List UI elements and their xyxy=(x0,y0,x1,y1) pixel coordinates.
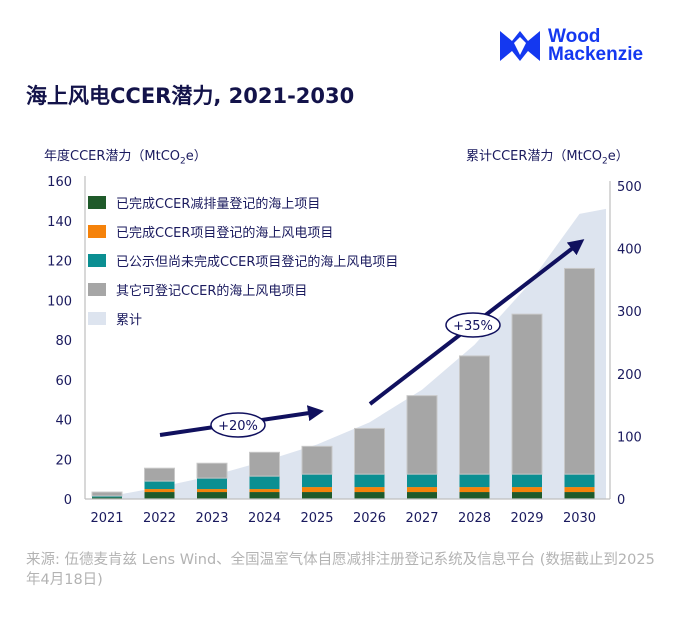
right-axis-title-prefix: 累计CCER潜力（MtCO xyxy=(466,149,603,164)
bar-segment xyxy=(91,491,123,497)
bar-segment xyxy=(144,489,175,493)
bar-segment xyxy=(197,478,227,490)
y2-tick-label: 100 xyxy=(617,430,642,445)
left-axis-title: 年度CCER潜力（MtCO2e） xyxy=(44,145,207,167)
bar-segment xyxy=(459,492,490,499)
x-tick-label: 2021 xyxy=(90,511,123,526)
bar-segment xyxy=(249,492,280,499)
y2-tick-label: 0 xyxy=(617,493,625,508)
legend-swatch xyxy=(88,225,106,238)
wood-mackenzie-logo: Wood Mackenzie xyxy=(500,26,644,65)
y-tick-label: 0 xyxy=(64,493,72,508)
bar-segment xyxy=(249,451,280,477)
bar-segment xyxy=(406,395,438,475)
legend-swatch xyxy=(88,254,106,267)
bar-segment xyxy=(354,427,385,475)
legend-label: 其它可登记CCER的海上风电项目 xyxy=(116,283,307,299)
bar-segment xyxy=(459,355,490,475)
y-tick-label: 80 xyxy=(55,334,72,349)
legend-swatch xyxy=(88,283,106,296)
logo-line1: Wood xyxy=(548,26,601,47)
right-axis-title-sub: 2 xyxy=(602,156,608,167)
bar-segment xyxy=(302,474,332,488)
bar-segment xyxy=(407,492,437,499)
x-tick-label: 2024 xyxy=(248,511,281,526)
bar-segment xyxy=(144,467,175,482)
y2-tick-label: 500 xyxy=(617,180,642,195)
x-tick-label: 2030 xyxy=(563,511,596,526)
chart-svg: 0 20 40 60 80 100 120 140 160 0 100 200 300 400 500 202… xyxy=(47,175,642,526)
y-tick-label: 60 xyxy=(55,374,72,389)
y-tick-label: 20 xyxy=(55,453,72,468)
legend-swatch xyxy=(88,196,106,209)
x-tick-label: 2025 xyxy=(300,511,333,526)
x-tick-label: 2028 xyxy=(458,511,491,526)
bar-segment xyxy=(92,497,122,499)
legend-swatch xyxy=(88,312,106,325)
bar-segment xyxy=(564,492,595,499)
legend-label: 已完成CCER减排量登记的海上项目 xyxy=(116,196,320,212)
bar-segment xyxy=(459,474,490,488)
y-tick-label: 120 xyxy=(47,255,72,270)
annotation-label: +35% xyxy=(453,319,493,334)
bar-segment xyxy=(512,492,542,499)
source-note: 来源: 伍德麦肯兹 Lens Wind、全国温室气体自愿减排注册登记系统及信息平… xyxy=(26,552,655,588)
bar-segment xyxy=(564,267,595,475)
x-tick-label: 2026 xyxy=(353,511,386,526)
bar-segment xyxy=(459,487,490,493)
y2-tick-label: 400 xyxy=(617,243,642,258)
annotation-bubble xyxy=(210,412,266,438)
legend-label: 累计 xyxy=(116,313,142,328)
annotation-bubble xyxy=(445,312,501,338)
logo-line2: Mackenzie xyxy=(548,44,644,65)
y2-tick-label: 300 xyxy=(617,305,642,320)
y-tick-label: 100 xyxy=(47,294,72,309)
bar-segment xyxy=(407,487,437,493)
x-tick-label: 2023 xyxy=(195,511,228,526)
chart-title: 海上风电CCER潜力, 2021-2030 xyxy=(26,84,355,108)
bar-segment xyxy=(511,313,543,475)
bar-segment xyxy=(564,487,595,493)
bar-segment xyxy=(302,487,332,493)
bar-segment xyxy=(92,496,122,498)
x-tick-label: 2022 xyxy=(143,511,176,526)
bar-segment xyxy=(512,474,542,488)
bar-segment xyxy=(302,492,332,499)
x-tick-label: 2029 xyxy=(510,511,543,526)
left-axis-title-sub: 2 xyxy=(180,156,186,167)
bar-segment xyxy=(144,492,175,499)
bar-segment xyxy=(564,474,595,488)
legend-label: 已公示但尚未完成CCER项目登记的海上风电项目 xyxy=(116,254,398,270)
left-axis-title-suffix: e） xyxy=(185,149,207,164)
legend-label: 已完成CCER项目登记的海上风电项目 xyxy=(116,225,333,241)
bar-segment xyxy=(249,489,280,493)
bar-segment xyxy=(249,476,280,490)
bar-segment xyxy=(354,487,385,493)
bar-segment xyxy=(354,492,385,499)
bar-segment xyxy=(512,487,542,493)
logo-text: Wood Mackenzie xyxy=(548,26,644,65)
x-tick-label: 2027 xyxy=(405,511,438,526)
bar-segment xyxy=(197,492,227,499)
bar-segment xyxy=(197,489,227,493)
annotation-label: +20% xyxy=(218,419,258,434)
right-axis-title: 累计CCER潜力（MtCO2e） xyxy=(466,145,629,167)
logo-mark-icon xyxy=(500,31,540,61)
y-tick-label: 40 xyxy=(55,414,72,429)
bar-segment xyxy=(196,462,228,479)
left-axis-title-prefix: 年度CCER潜力（MtCO xyxy=(44,149,181,164)
right-axis-title-suffix: e） xyxy=(607,149,629,164)
y-tick-label: 140 xyxy=(47,215,72,230)
bar-segment xyxy=(354,474,385,488)
bar-segment xyxy=(301,445,333,475)
y-tick-label: 160 xyxy=(47,175,72,190)
bar-segment xyxy=(144,481,175,490)
bar-segment xyxy=(407,474,437,488)
y2-tick-label: 200 xyxy=(617,368,642,383)
